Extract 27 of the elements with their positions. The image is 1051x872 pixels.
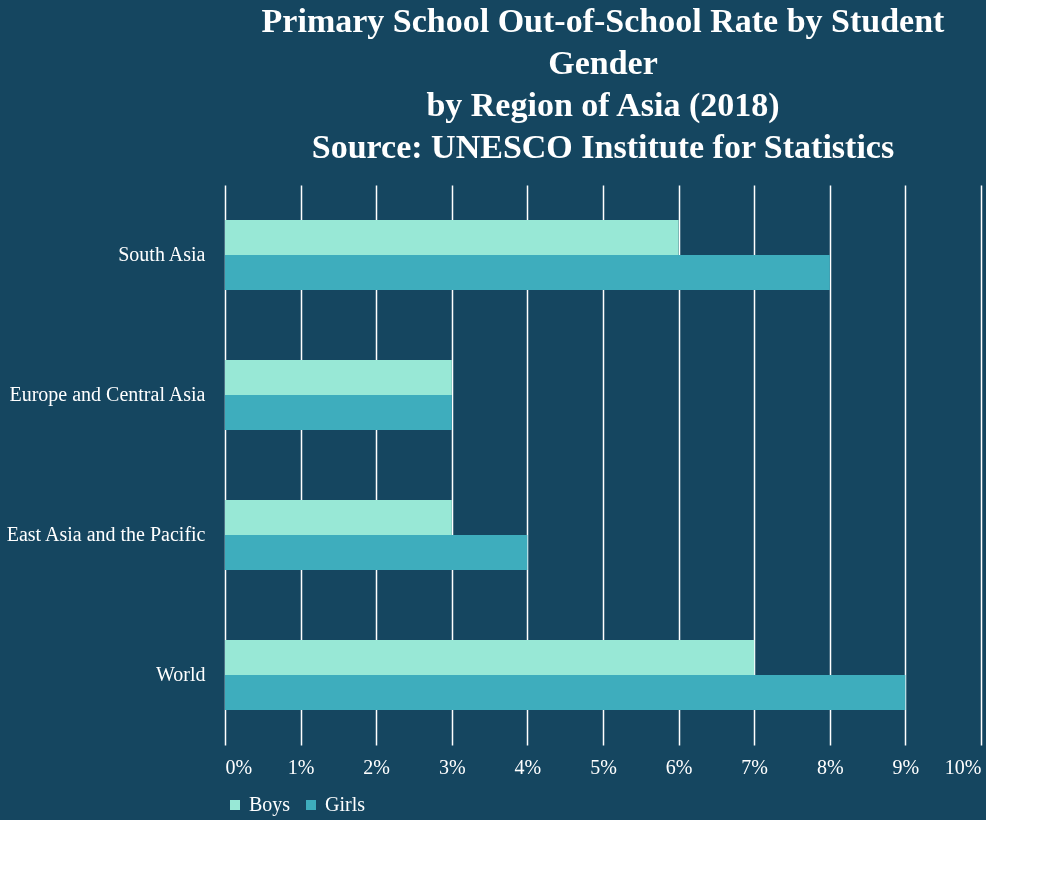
legend-label: Boys [249, 793, 291, 816]
bar [225, 395, 452, 430]
y-tick-label: East Asia and the Pacific [6, 523, 206, 545]
x-tick-label: 4% [514, 755, 542, 778]
bar [225, 675, 906, 710]
x-tick-label: 1% [287, 755, 315, 778]
x-tick-label: 3% [438, 755, 466, 778]
x-tick-label: 10% [944, 755, 982, 778]
x-tick-label: 5% [590, 755, 617, 778]
x-tick-label: 0% [225, 755, 253, 778]
y-tick-label: South Asia [118, 243, 206, 265]
x-tick-label: 2% [363, 755, 391, 778]
source-note: Source: UNESCO Institute for Statistics [311, 128, 895, 165]
x-tick-label: 6% [665, 755, 693, 778]
bar [225, 500, 452, 535]
y-tick-label: World [156, 663, 206, 685]
x-tick-label: 8% [816, 755, 844, 778]
chart-subtitle: by Region of Asia (2018) [426, 86, 780, 124]
bar [225, 360, 452, 395]
legend-label: Girls [325, 793, 366, 815]
x-tick-label: 7% [741, 755, 769, 778]
bar [225, 220, 679, 255]
bar [225, 640, 755, 675]
bar [225, 535, 528, 570]
x-tick-label: 9% [892, 755, 920, 778]
y-tick-label: Europe and Central Asia [9, 383, 206, 406]
bar [225, 255, 830, 290]
